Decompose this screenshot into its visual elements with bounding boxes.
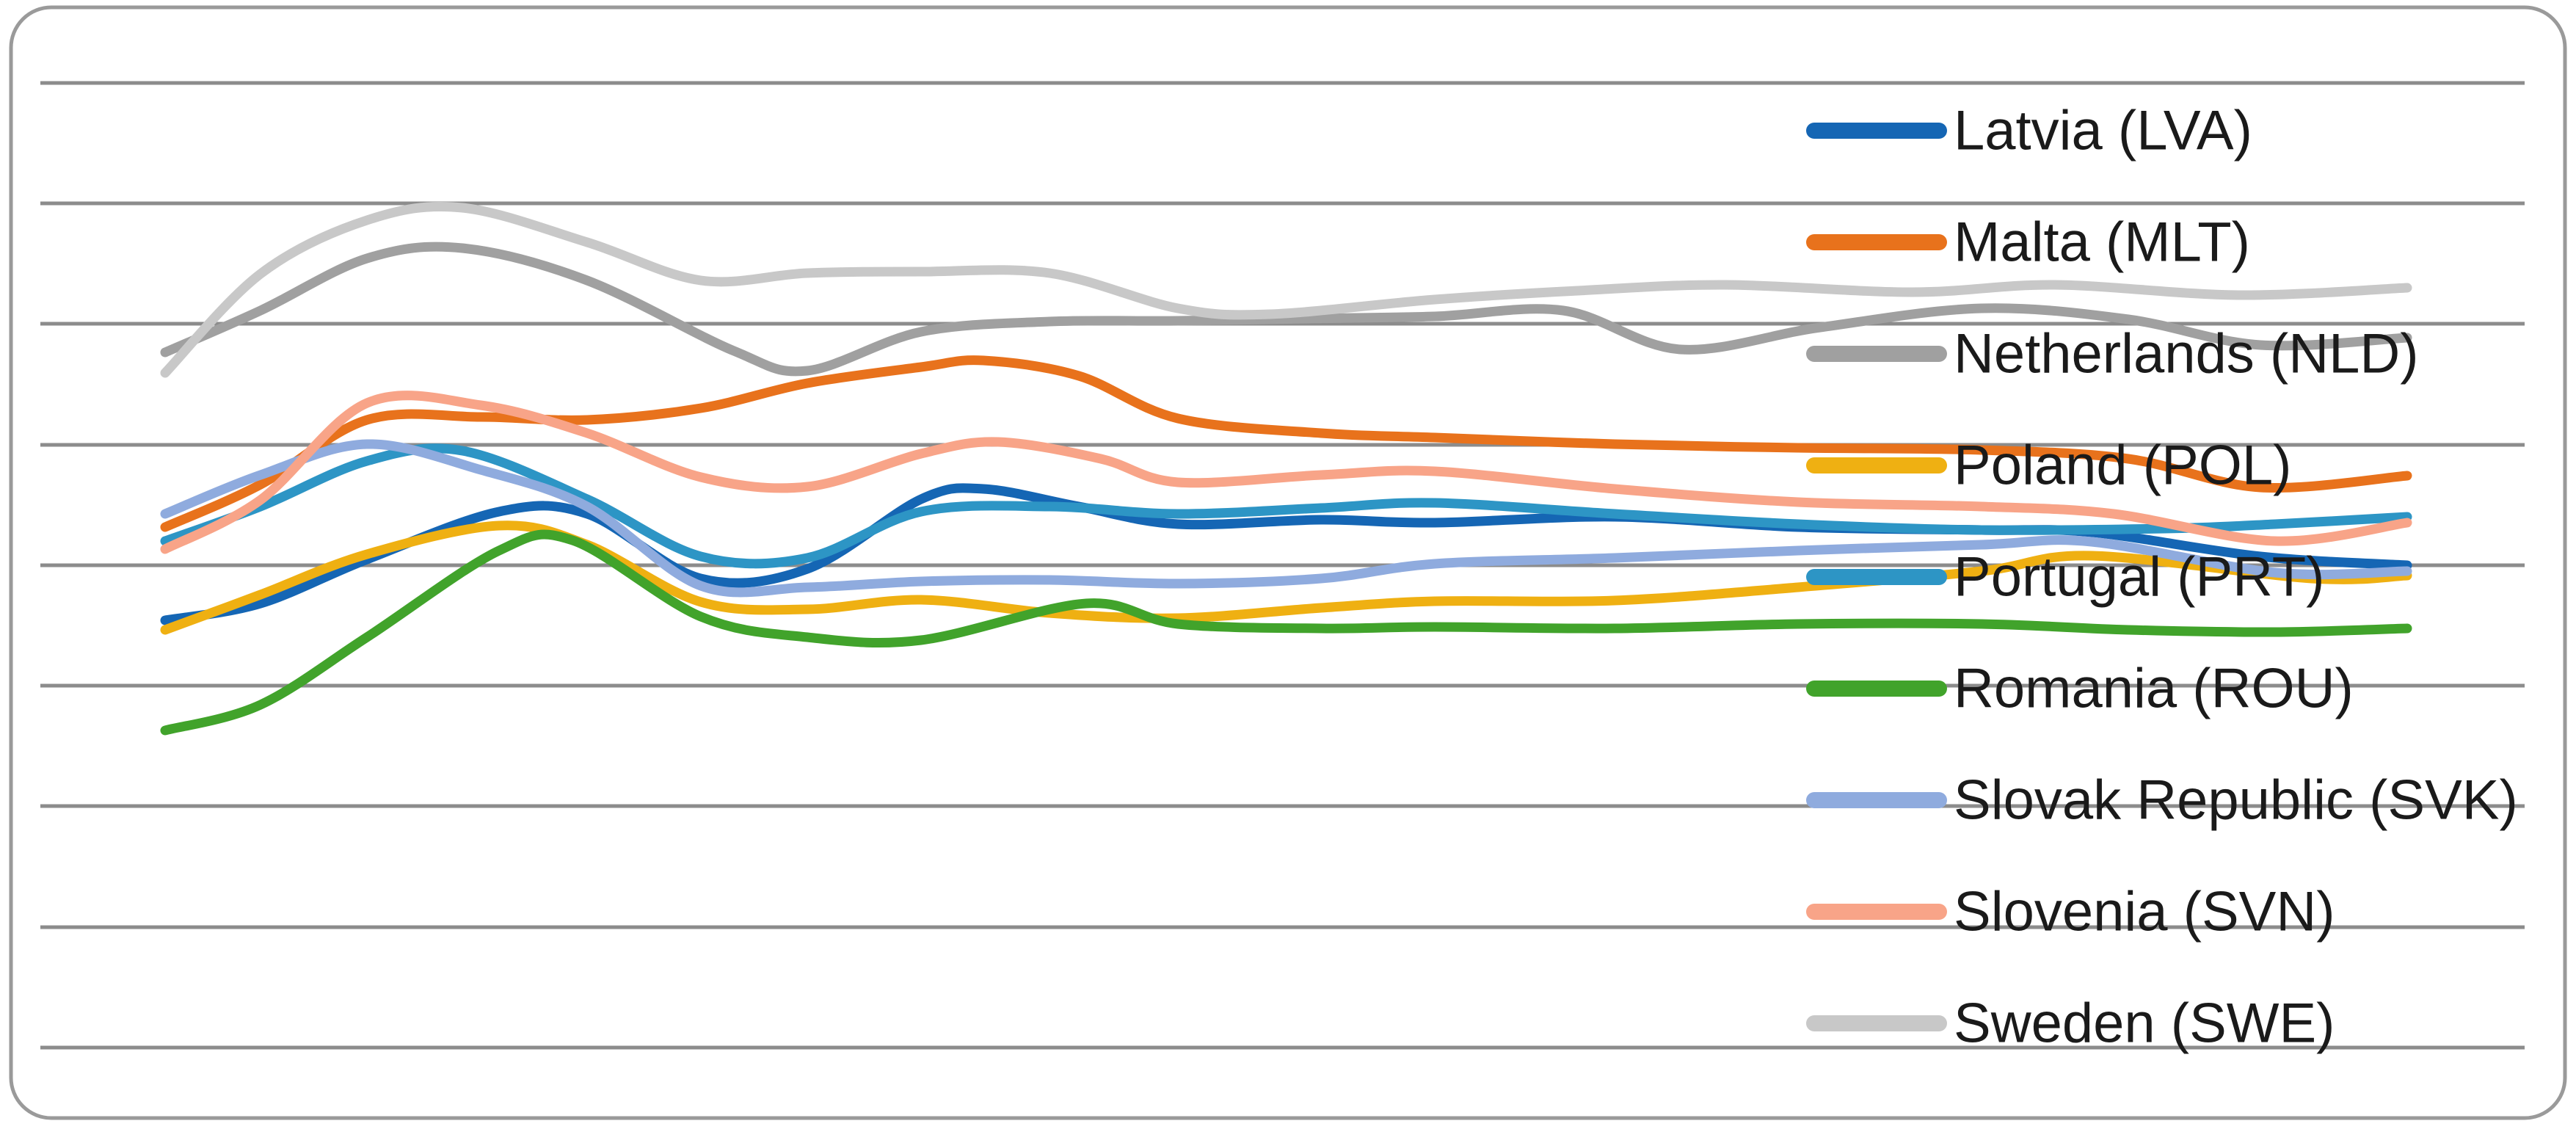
legend-item-mlt: Malta (MLT) bbox=[1806, 211, 2250, 274]
legend-item-svn: Slovenia (SVN) bbox=[1806, 881, 2335, 943]
series-line-pol bbox=[160, 520, 2412, 635]
figure-border-rect bbox=[9, 5, 2567, 1120]
legend-item-svk: Slovak Republic (SVK) bbox=[1806, 769, 2518, 832]
series-line-swe bbox=[160, 201, 2412, 378]
legend-item-rou: Romania (ROU) bbox=[1806, 658, 2354, 720]
legend-item-swe: Sweden (SWE) bbox=[1806, 993, 2335, 1055]
series-line-prt bbox=[160, 443, 2412, 569]
legend-label: Poland (POL) bbox=[1954, 435, 2291, 497]
legend-item-prt: Portugal (PRT) bbox=[1806, 546, 2324, 609]
series-line-svn bbox=[160, 391, 2412, 554]
legend-label: Latvia (LVA) bbox=[1954, 100, 2252, 162]
legend-label: Romania (ROU) bbox=[1954, 658, 2354, 720]
series-lines bbox=[160, 201, 2412, 736]
legend-label: Sweden (SWE) bbox=[1954, 993, 2335, 1055]
legend-label: Portugal (PRT) bbox=[1954, 546, 2324, 609]
series-line-nld bbox=[160, 242, 2412, 377]
legend-item-nld: Netherlands (NLD) bbox=[1806, 323, 2419, 385]
series-line-svk bbox=[160, 439, 2412, 598]
legend-item-lva: Latvia (LVA) bbox=[1806, 100, 2252, 162]
legend-item-pol: Poland (POL) bbox=[1806, 435, 2291, 497]
legend-label: Malta (MLT) bbox=[1954, 211, 2250, 274]
legend: Latvia (LVA) Malta (MLT) Netherlands (NLD)… bbox=[1806, 100, 2518, 1055]
legend-label: Slovenia (SVN) bbox=[1954, 881, 2335, 943]
legend-label: Netherlands (NLD) bbox=[1954, 323, 2419, 385]
legend-label: Slovak Republic (SVK) bbox=[1954, 769, 2518, 832]
series-line-rou bbox=[160, 529, 2412, 736]
series-line-mlt bbox=[160, 355, 2412, 532]
figure-border bbox=[9, 5, 2567, 1120]
